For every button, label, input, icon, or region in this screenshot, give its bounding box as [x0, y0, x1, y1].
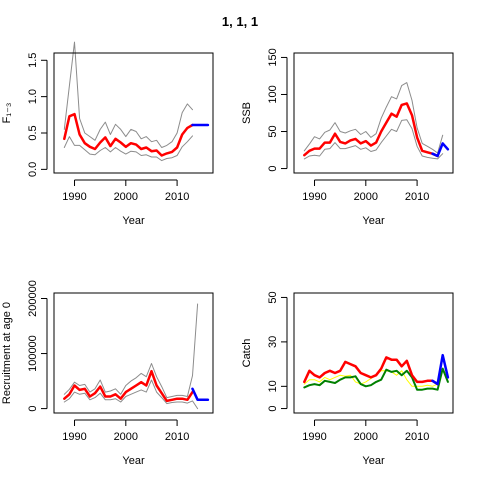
- series-line-0: [303, 102, 439, 158]
- series-line-2: [63, 379, 199, 410]
- x-tick-label: 2000: [354, 191, 378, 203]
- plot-frame: [293, 292, 454, 414]
- series-line-2: [303, 119, 444, 160]
- x-tick-label: 1990: [302, 191, 326, 203]
- y-axis-label: F₁₋₃: [1, 103, 13, 124]
- y-tick-label: 1.5: [27, 53, 39, 68]
- series-line-3: [431, 353, 450, 386]
- y-tick-label: 10: [267, 380, 279, 392]
- y-tick-label: 0: [267, 405, 279, 411]
- y-tick-label: 0.5: [27, 125, 39, 140]
- y-tick-label: 30: [267, 336, 279, 348]
- series-line-3: [191, 387, 210, 402]
- y-axis-label: Catch: [241, 339, 253, 368]
- series-line-1: [303, 82, 444, 154]
- series-line-0: [63, 112, 194, 157]
- y-tick-label: 1.0: [27, 89, 39, 104]
- x-axis-label: Year: [362, 215, 385, 227]
- x-tick-label: 2010: [405, 431, 429, 443]
- y-tick-label: 150: [267, 48, 279, 66]
- x-tick-label: 2000: [114, 191, 138, 203]
- y-tick-label: 100: [267, 85, 279, 103]
- y-tick-label: 100000: [27, 335, 39, 372]
- x-tick-label: 2010: [405, 191, 429, 203]
- x-axis-label: Year: [362, 455, 385, 467]
- figure-title: 1, 1, 1: [222, 14, 258, 29]
- panel-recruitment: 1990 2000 2010 0 100000 200000 Year Recruitment…: [1, 280, 214, 467]
- y-axis-label: Recruitment at age 0: [1, 302, 13, 404]
- series-line-1: [63, 303, 199, 399]
- x-tick-label: 2010: [165, 191, 189, 203]
- x-tick-label: 1990: [302, 431, 326, 443]
- y-tick-label: 50: [267, 291, 279, 303]
- y-tick-label: 200000: [27, 280, 39, 317]
- series-line-2: [63, 135, 193, 162]
- y-tick-label: 0: [27, 406, 39, 412]
- x-tick-label: 1990: [62, 431, 86, 443]
- panel-ssb: 1990 2000 2010 0 50 100 150 Year SSB: [241, 48, 454, 227]
- series-line-1: [63, 41, 193, 148]
- x-axis-label: Year: [122, 455, 145, 467]
- y-tick-label: 50: [267, 125, 279, 137]
- x-axis-label: Year: [122, 215, 145, 227]
- y-tick-label: 0: [267, 165, 279, 171]
- plot-frame: [53, 52, 214, 174]
- plot-frame: [53, 292, 214, 414]
- x-tick-label: 1990: [62, 191, 86, 203]
- series-line-0: [63, 369, 194, 403]
- plot-frame: [293, 52, 454, 174]
- panel-catch: 1990 2000 2010 0 10 30 50 Year Catch: [241, 291, 454, 467]
- series-line-2: [303, 356, 439, 386]
- series-line-1: [303, 367, 449, 391]
- y-tick-label: 0.0: [27, 162, 39, 177]
- series-line-3: [431, 142, 450, 158]
- x-tick-label: 2000: [354, 431, 378, 443]
- x-tick-label: 2000: [114, 431, 138, 443]
- x-tick-label: 2010: [165, 431, 189, 443]
- panel-f-1-3: 1990 2000 2010 0.0 0.5 1.0 1.5 Year F₁₋₃: [1, 41, 214, 227]
- y-axis-label: SSB: [241, 102, 253, 124]
